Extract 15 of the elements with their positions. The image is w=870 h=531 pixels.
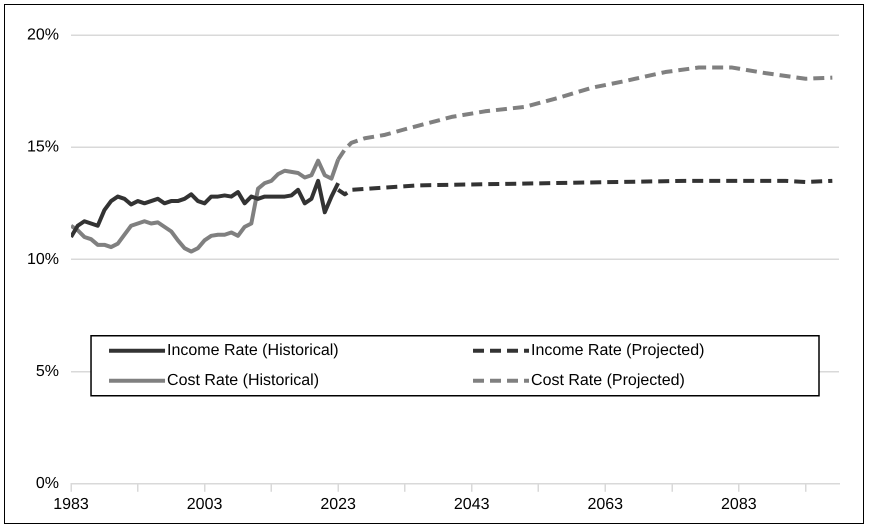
- legend-label: Cost Rate (Projected): [531, 372, 685, 390]
- x-tick-label: 2023: [320, 496, 356, 513]
- y-tick-label: 20%: [26, 26, 60, 44]
- legend-label: Income Rate (Historical): [167, 342, 339, 360]
- legend-label: Cost Rate (Historical): [167, 372, 320, 390]
- y-tick-label: 5%: [36, 363, 60, 380]
- x-tick-label: 2063: [587, 496, 624, 513]
- x-tick-label: 2043: [454, 496, 490, 513]
- x-tick-label: 2003: [186, 496, 222, 513]
- legend-label: Income Rate (Projected): [531, 342, 704, 360]
- x-tick-label: 2083: [721, 496, 757, 513]
- y-tick-label: 0%: [36, 475, 60, 492]
- y-tick-label: 15%: [26, 138, 60, 156]
- y-tick-label: 10%: [26, 250, 60, 268]
- x-tick-label: 1983: [53, 496, 89, 513]
